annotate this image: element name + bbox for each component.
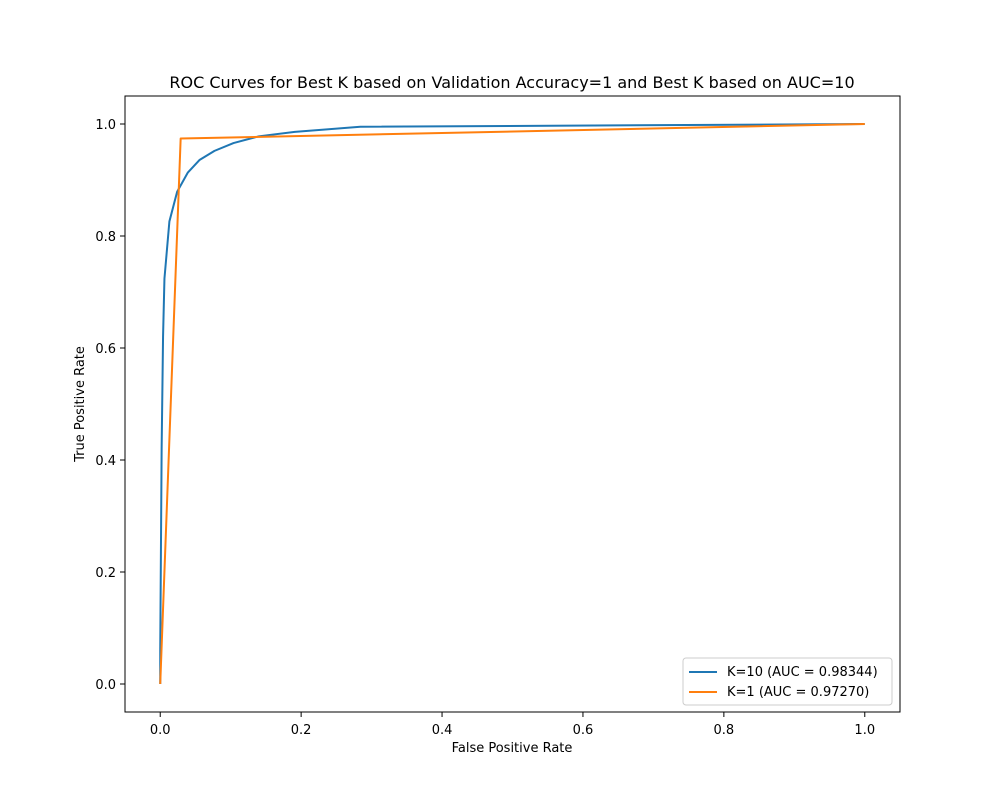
series-line-k10: [159, 123, 865, 684]
y-tick-label: 0.0: [95, 678, 116, 693]
x-tick-label: 1.0: [854, 723, 875, 738]
x-axis: 0.0 0.2 0.4 0.6 0.8 1.0: [150, 712, 875, 738]
legend-label-k10: K=10 (AUC = 0.98344): [727, 665, 878, 680]
y-tick-label: 0.2: [95, 566, 116, 581]
x-tick-label: 0.4: [432, 723, 453, 738]
y-tick-label: 0.8: [95, 230, 116, 245]
y-axis: 0.0 0.2 0.4 0.6 0.8 1.0: [95, 118, 125, 693]
legend-box: [682, 657, 893, 706]
chart-title: ROC Curves for Best K based on Validatio…: [169, 73, 854, 92]
x-tick-label: 0.8: [714, 723, 735, 738]
series-line-k1: [159, 123, 865, 685]
plot-area: [124, 95, 901, 713]
y-tick-label: 1.0: [95, 118, 116, 133]
x-tick-label: 0.6: [573, 723, 594, 738]
y-tick-label: 0.4: [95, 454, 116, 469]
y-axis-label: True Positive Rate: [73, 346, 88, 463]
legend: K=10 (AUC = 0.98344) K=1 (AUC = 0.97270): [682, 657, 893, 706]
y-tick-label: 0.6: [95, 342, 116, 357]
legend-label-k1: K=1 (AUC = 0.97270): [727, 685, 869, 700]
x-axis-label: False Positive Rate: [452, 741, 573, 756]
x-tick-label: 0.0: [150, 723, 171, 738]
axes-frame: [124, 95, 901, 713]
series-layer: [159, 123, 865, 685]
x-tick-label: 0.2: [291, 723, 312, 738]
